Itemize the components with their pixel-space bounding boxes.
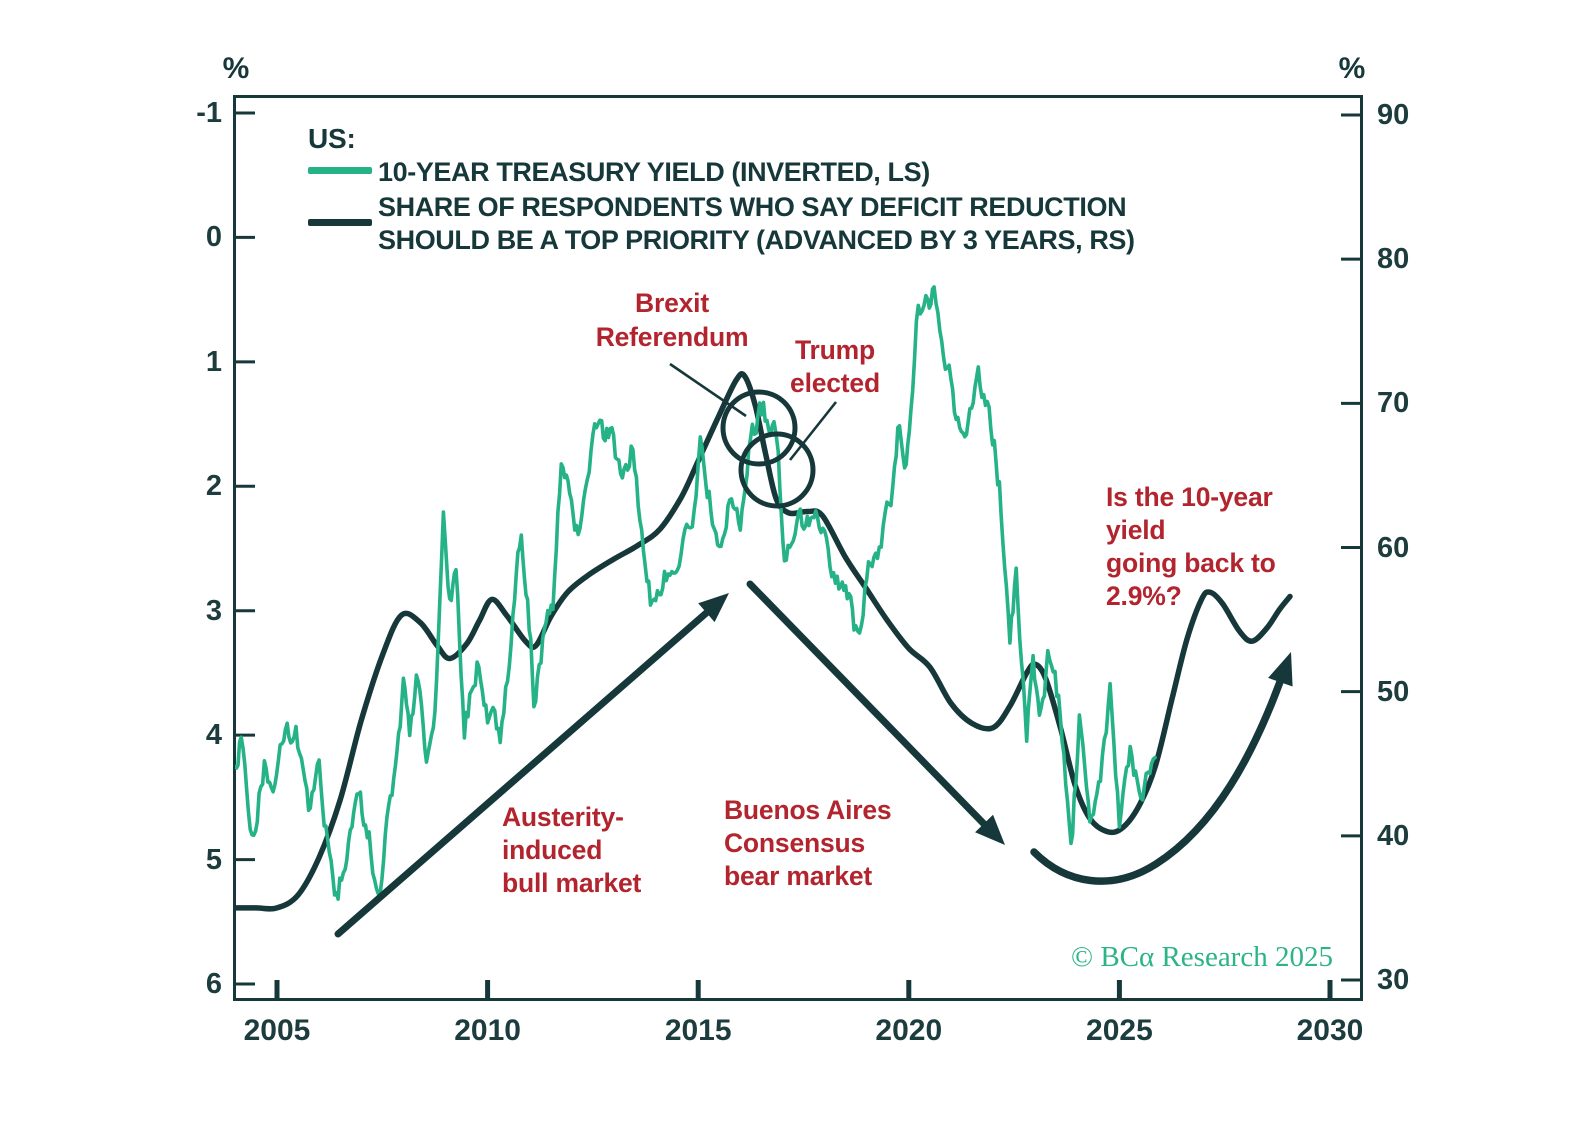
bull-market-arrowhead <box>698 593 729 623</box>
trump-event-circle <box>738 431 816 509</box>
x-axis-tick-label: 2010 <box>454 1014 521 1047</box>
right-axis-tick-label: 90 <box>1377 99 1410 131</box>
right-axis-tick-label: 80 <box>1377 243 1410 276</box>
right-axis-tick-label: 30 <box>1377 964 1410 997</box>
right-axis-unit: % <box>1338 52 1366 85</box>
yield-recovery-swoosh-arrow <box>1030 664 1289 885</box>
bca-research-copyright: © BCα Research 2025 <box>1071 941 1333 973</box>
bear-market-arrow <box>746 580 989 829</box>
left-axis-tick-label: 1 <box>205 345 222 378</box>
right-axis-tick-label: 70 <box>1377 387 1410 420</box>
left-axis-tick-label: 0 <box>205 221 222 254</box>
x-axis-tick-label: 2005 <box>243 1014 311 1047</box>
deficit-survey-legend-label: SHARE OF RESPONDENTS WHO SAY DEFICIT RED… <box>378 192 1135 255</box>
bull-market-arrow <box>334 604 716 938</box>
treasury-yield-legend-swatch <box>308 167 372 174</box>
deficit-survey-legend-swatch <box>308 219 372 226</box>
yield-question-annotation: Is the 10-year yield going back to 2.9%? <box>1106 482 1276 611</box>
austerity-bull-market-annotation: Austerity- induced bull market <box>502 802 642 898</box>
annotation-shapes <box>334 362 1293 938</box>
treasury-yield-legend-label: 10-YEAR TREASURY YIELD (INVERTED, LS) <box>378 157 930 187</box>
treasury-yield-line <box>235 285 1157 901</box>
brexit-referendum-annotation: Brexit Referendum <box>595 288 749 352</box>
yield-recovery-arrowhead <box>1268 652 1293 687</box>
right-axis-tick-label: 40 <box>1377 819 1410 852</box>
bear-market-arrowhead <box>975 814 1005 845</box>
left-axis-tick-label: 6 <box>205 968 222 1000</box>
right-axis-tick-label: 60 <box>1377 531 1410 564</box>
x-axis-tick-label: 2020 <box>875 1014 943 1047</box>
left-axis-tick-label: -1 <box>196 97 222 129</box>
buenos-aires-bear-market-annotation: Buenos Aires Consensus bear market <box>724 795 892 891</box>
right-axis-tick-label: 50 <box>1377 675 1410 708</box>
left-axis-tick-label: 3 <box>205 594 222 627</box>
left-axis-unit: % <box>222 52 250 85</box>
x-axis-tick-label: 2025 <box>1086 1014 1153 1047</box>
left-axis-tick-label: 4 <box>205 719 222 752</box>
trump-elected-annotation: Trump elected <box>790 335 880 398</box>
trump-leader-line <box>788 401 838 461</box>
brexit-leader-line <box>669 362 747 418</box>
left-axis-tick-label: 2 <box>205 470 222 503</box>
x-axis-tick-label: 2030 <box>1296 1014 1364 1047</box>
x-axis-tick-label: 2015 <box>664 1014 732 1047</box>
legend-group-label: US: <box>308 123 356 154</box>
left-axis-tick-label: 5 <box>205 843 222 876</box>
brexit-event-circle <box>720 389 798 467</box>
